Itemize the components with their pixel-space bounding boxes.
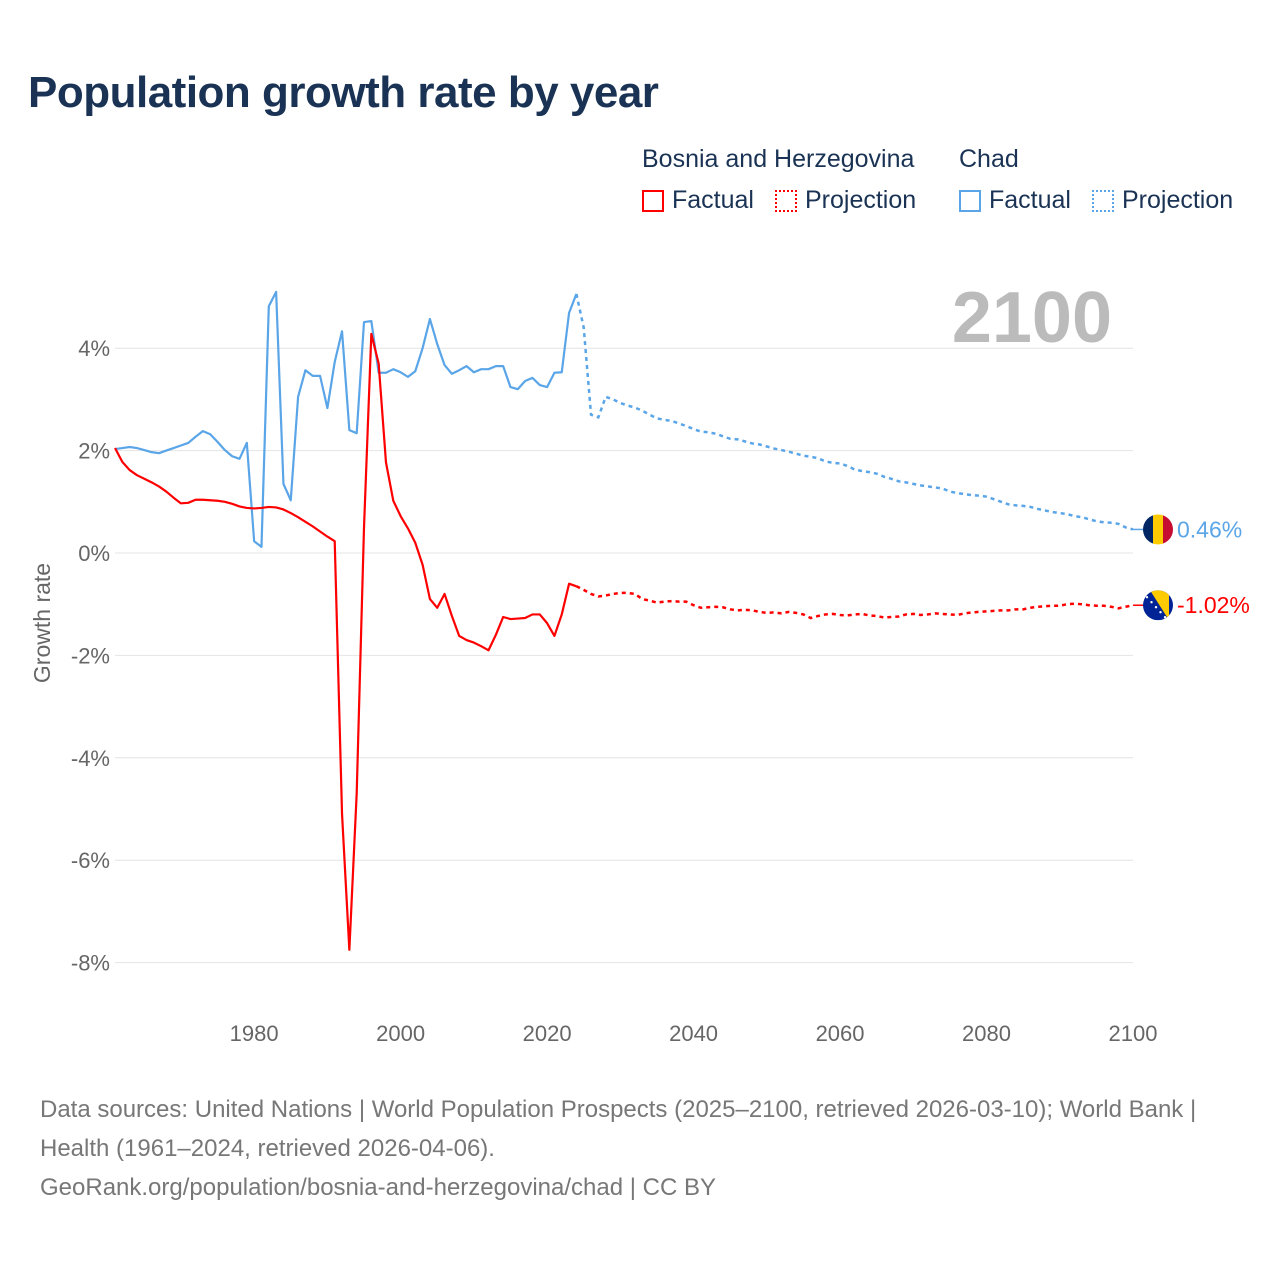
legend-label: Projection (1122, 186, 1234, 214)
y-tick-label: 2% (78, 439, 110, 464)
legend-group-chad: Chad (959, 145, 1019, 173)
flag-triangle (1150, 590, 1169, 621)
flag-star (1150, 601, 1153, 604)
legend-swatch-dotted (775, 189, 797, 212)
y-tick-label: 4% (78, 336, 110, 361)
legend-group-bosnia: Bosnia and Herzegovina (642, 145, 915, 173)
x-tick-label: 2100 (1109, 1021, 1158, 1046)
y-tick-label: -4% (71, 746, 110, 771)
projection-line-chad (575, 293, 1134, 531)
data-sources: Data sources: United Nations | World Pop… (40, 1096, 1197, 1162)
x-tick-label: 1980 (230, 1021, 279, 1046)
y-tick-label: -8% (71, 951, 110, 976)
end-value-label: -1.02% (1177, 592, 1250, 618)
legend-label: Factual (672, 186, 754, 214)
chad-flag-icon (1143, 514, 1173, 545)
chart-area: 2100 4% 2% 0% -2% -4% -6% -8% 1980 2000 2020 2040 2… (29, 278, 1250, 1046)
legend-bosnia-factual[interactable]: Factual (642, 186, 754, 215)
y-tick-label: 0% (78, 541, 110, 566)
x-tick-label: 2020 (523, 1021, 572, 1046)
factual-line-chad (114, 290, 578, 548)
legend-swatch-solid (959, 189, 981, 212)
credit-link[interactable]: GeoRank.org/population/bosnia-and-herzeg… (40, 1174, 716, 1201)
y-axis-label: Growth rate (29, 563, 55, 683)
legend-label: Factual (989, 186, 1071, 214)
footer: Data sources: United Nations | World Pop… (40, 1090, 1240, 1207)
x-tick-label: 2060 (816, 1021, 865, 1046)
end-value-label: 0.46% (1177, 516, 1242, 542)
bosnia-flag-icon (1143, 590, 1173, 621)
projection-line-bosnia (575, 585, 1134, 620)
flag-body (1143, 514, 1173, 545)
flag-star (1154, 606, 1158, 609)
legend-swatch-solid (642, 189, 664, 212)
legend-chad-projection[interactable]: Projection (1092, 186, 1233, 215)
flag-body (1143, 590, 1173, 621)
flag-star (1163, 616, 1167, 619)
y-tick-label: -2% (71, 643, 110, 668)
x-tick-label: 2080 (962, 1021, 1011, 1046)
chart-title: Population growth rate by year (28, 68, 659, 117)
flag-star (1159, 611, 1162, 614)
flag-star (1145, 596, 1149, 599)
flag-stripe (1143, 514, 1153, 545)
flag-stripe (1153, 514, 1163, 545)
legend-label: Projection (805, 186, 917, 214)
x-tick-label: 2040 (669, 1021, 718, 1046)
y-tick-label: -6% (71, 848, 110, 873)
flag-stripe (1163, 514, 1173, 545)
legend-bosnia-projection[interactable]: Projection (775, 186, 916, 215)
legend-chad-factual[interactable]: Factual (959, 186, 1071, 215)
x-tick-label: 2000 (376, 1021, 425, 1046)
factual-line-bosnia (114, 332, 577, 951)
legend-swatch-dotted (1092, 189, 1114, 212)
year-overlay: 2100 (952, 278, 1112, 358)
